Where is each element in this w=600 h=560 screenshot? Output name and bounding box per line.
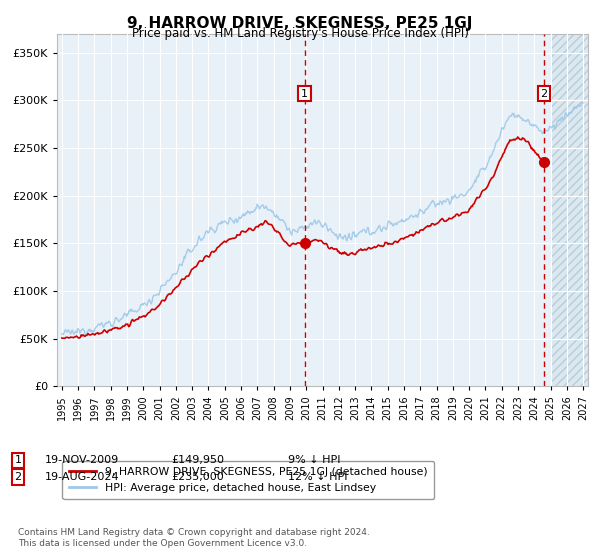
Text: 9, HARROW DRIVE, SKEGNESS, PE25 1GJ: 9, HARROW DRIVE, SKEGNESS, PE25 1GJ (127, 16, 473, 31)
Text: 12% ↓ HPI: 12% ↓ HPI (288, 472, 347, 482)
Bar (551, 34, 588, 386)
Text: 1: 1 (14, 455, 22, 465)
Text: Price paid vs. HM Land Registry's House Price Index (HPI): Price paid vs. HM Land Registry's House … (131, 27, 469, 40)
Text: Contains HM Land Registry data © Crown copyright and database right 2024.
This d: Contains HM Land Registry data © Crown c… (18, 528, 370, 548)
Legend: 9, HARROW DRIVE, SKEGNESS, PE25 1GJ (detached house), HPI: Average price, detach: 9, HARROW DRIVE, SKEGNESS, PE25 1GJ (det… (62, 461, 434, 499)
Text: £235,000: £235,000 (171, 472, 224, 482)
Text: 2: 2 (14, 472, 22, 482)
Text: 19-NOV-2009: 19-NOV-2009 (45, 455, 119, 465)
Text: 9% ↓ HPI: 9% ↓ HPI (288, 455, 341, 465)
Text: £149,950: £149,950 (171, 455, 224, 465)
Bar (551, 34, 588, 386)
Text: 19-AUG-2024: 19-AUG-2024 (45, 472, 119, 482)
Text: 2: 2 (541, 88, 548, 99)
Text: 1: 1 (301, 88, 308, 99)
